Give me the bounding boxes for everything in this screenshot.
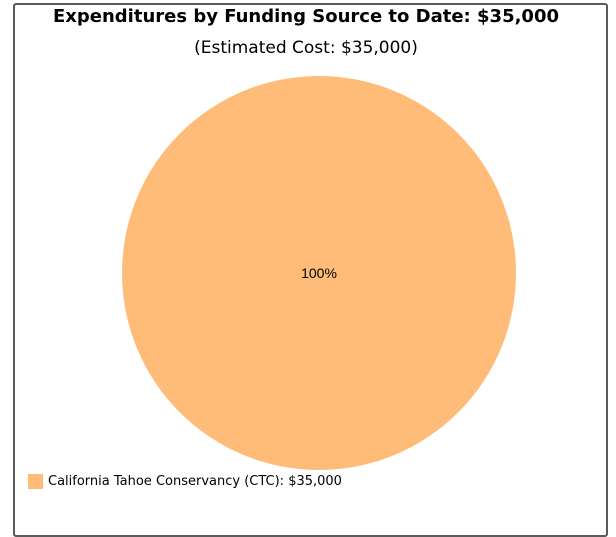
chart-title: Expenditures by Funding Source to Date: … xyxy=(52,6,560,27)
pie-slice-0[interactable] xyxy=(122,76,516,470)
legend-swatch xyxy=(28,474,43,489)
legend-label: California Tahoe Conservancy (CTC): $35,… xyxy=(48,474,342,489)
legend: California Tahoe Conservancy (CTC): $35,… xyxy=(28,474,342,489)
chart-subtitle: (Estimated Cost: $35,000) xyxy=(194,38,418,58)
pie-labels: 100% xyxy=(301,265,337,281)
pie-slice-label-0: 100% xyxy=(301,265,337,281)
pie-slices xyxy=(122,76,516,470)
